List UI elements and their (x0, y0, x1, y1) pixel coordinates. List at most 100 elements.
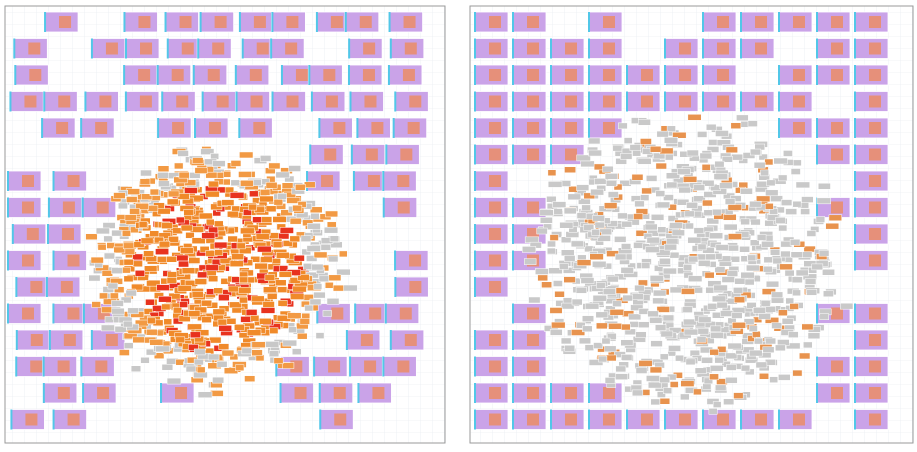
macro-core (489, 360, 501, 373)
std-cell (539, 209, 554, 216)
std-cell (178, 260, 189, 268)
macro-core (831, 122, 843, 134)
std-cell (289, 217, 302, 225)
std-cell (286, 197, 301, 204)
std-cell (650, 214, 665, 221)
std-cell (662, 267, 677, 275)
macro-core (181, 42, 194, 55)
std-cell (194, 167, 208, 174)
std-cell (663, 137, 679, 144)
std-cell (819, 313, 829, 320)
macro-core (369, 307, 382, 320)
macro-core (56, 122, 69, 134)
macro-core (679, 95, 691, 108)
macro-pin-edge (550, 144, 552, 165)
std-cell (706, 217, 720, 225)
std-cell (725, 364, 737, 371)
macro-pin-edge (82, 383, 85, 403)
std-cell (621, 243, 632, 250)
std-cell (584, 344, 594, 351)
std-cell (783, 150, 793, 157)
std-cell (723, 398, 735, 406)
std-cell (213, 220, 224, 228)
std-cell (656, 391, 666, 398)
std-cell (781, 318, 794, 325)
macro-core (295, 69, 308, 81)
macro-pin-edge (279, 383, 282, 403)
std-cell (747, 254, 757, 262)
std-cell (273, 357, 284, 364)
macro-core (755, 42, 767, 55)
macro-core (755, 16, 767, 28)
macro-core (641, 69, 653, 81)
std-cell (632, 149, 642, 157)
macro-pin-edge (352, 171, 355, 191)
macro-core (139, 95, 152, 108)
macro-pin-edge (854, 383, 856, 403)
macro-pin-edge (199, 12, 202, 32)
macro-core (717, 413, 729, 426)
std-cell (641, 262, 651, 269)
macro-core (527, 307, 539, 320)
std-cell (189, 331, 201, 339)
std-cell (655, 162, 667, 170)
macro-pin-edge (156, 65, 159, 85)
std-cell (184, 187, 198, 194)
macro-pin-edge (318, 118, 321, 138)
std-cell (682, 306, 693, 313)
std-cell (683, 264, 693, 271)
macro-core (679, 42, 691, 55)
std-cell (289, 235, 301, 243)
std-cell (666, 125, 676, 133)
std-cell (114, 286, 125, 293)
std-cell (596, 282, 606, 289)
std-cell (659, 353, 669, 361)
std-cell (185, 365, 197, 373)
std-cell (188, 344, 199, 351)
macro-core (105, 334, 118, 346)
macro-pin-edge (550, 383, 552, 403)
macro-pin-edge (392, 118, 395, 138)
std-cell (598, 355, 608, 363)
std-cell (701, 164, 711, 171)
std-cell (254, 262, 268, 270)
std-cell (576, 212, 587, 219)
std-cell (714, 356, 725, 364)
std-cell (194, 306, 207, 314)
std-cell (675, 354, 684, 362)
macro-pin-edge (201, 91, 204, 112)
macro-pin-edge (626, 409, 628, 430)
macro-pin-edge (394, 277, 397, 297)
std-cell (332, 284, 345, 292)
macro-pin-edge (702, 409, 704, 430)
std-cell (733, 287, 744, 294)
macro-core (489, 413, 501, 426)
macro-core (831, 201, 843, 214)
macro-core (831, 307, 843, 320)
macro-pin-edge (474, 91, 476, 112)
std-cell (100, 324, 115, 332)
macro-core (603, 387, 615, 399)
std-cell (584, 302, 600, 310)
std-cell (742, 152, 756, 159)
std-cell (272, 216, 287, 223)
macro-core (207, 69, 220, 81)
std-cell (244, 375, 256, 382)
std-cell (101, 270, 113, 277)
std-cell (775, 217, 786, 224)
std-cell (721, 276, 735, 283)
std-cell (130, 226, 139, 234)
std-cell (746, 264, 760, 272)
std-cell (588, 137, 601, 145)
std-cell (693, 184, 706, 191)
std-cell (789, 238, 801, 246)
macro-core (404, 42, 417, 55)
std-cell (656, 201, 671, 209)
std-cell (620, 323, 631, 331)
std-cell (749, 148, 762, 156)
std-cell (326, 298, 340, 305)
std-cell (167, 271, 178, 278)
std-cell (275, 279, 287, 287)
macro-core (869, 228, 881, 240)
std-cell (668, 345, 681, 352)
